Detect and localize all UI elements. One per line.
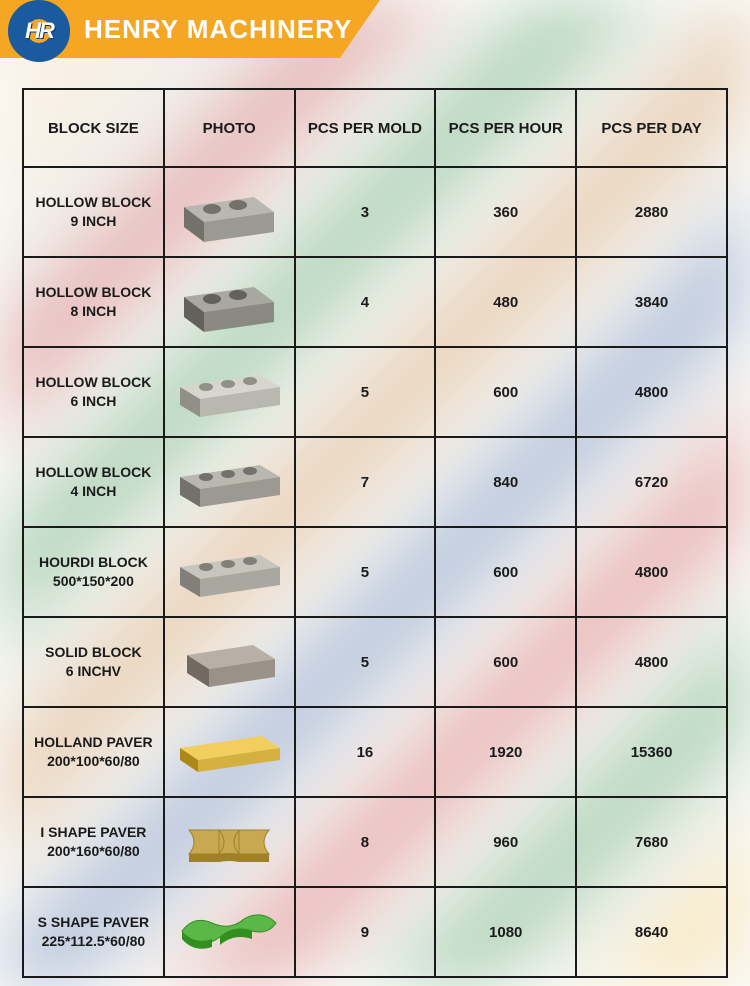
cell-photo <box>164 437 295 527</box>
block-size-line1: HOLLOW BLOCK <box>28 283 159 302</box>
cell-day: 4800 <box>576 347 727 437</box>
block-size-line1: HOLLOW BLOCK <box>28 373 159 392</box>
table-row: S SHAPE PAVER225*112.5*60/80 910808640 <box>23 887 727 977</box>
cell-day: 7680 <box>576 797 727 887</box>
block-size-line2: 8 INCH <box>28 302 159 321</box>
cell-day: 4800 <box>576 617 727 707</box>
cell-day: 4800 <box>576 527 727 617</box>
spec-table-wrap: BLOCK SIZE PHOTO PCS PER MOLD PCS PER HO… <box>22 88 728 978</box>
block-size-line2: 9 INCH <box>28 212 159 231</box>
cell-hour: 960 <box>435 797 576 887</box>
cell-block-size: HOLLOW BLOCK6 INCH <box>23 347 164 437</box>
cell-hour: 1920 <box>435 707 576 797</box>
spec-table: BLOCK SIZE PHOTO PCS PER MOLD PCS PER HO… <box>22 88 728 978</box>
cell-block-size: I SHAPE PAVER200*160*60/80 <box>23 797 164 887</box>
table-row: HOLLOW BLOCK4 INCH 78406720 <box>23 437 727 527</box>
cell-mold: 5 <box>295 347 436 437</box>
logo-badge: HR <box>8 0 70 62</box>
block-size-line2: 500*150*200 <box>28 572 159 591</box>
cell-photo <box>164 797 295 887</box>
cell-hour: 480 <box>435 257 576 347</box>
cell-mold: 16 <box>295 707 436 797</box>
cell-block-size: HOLLOW BLOCK8 INCH <box>23 257 164 347</box>
cell-block-size: HOLLAND PAVER200*100*60/80 <box>23 707 164 797</box>
block-size-line2: 200*100*60/80 <box>28 752 159 771</box>
cell-photo <box>164 617 295 707</box>
block-size-line1: HOLLAND PAVER <box>28 733 159 752</box>
col-header-hour: PCS PER HOUR <box>435 89 576 167</box>
block-size-line2: 225*112.5*60/80 <box>28 932 159 951</box>
cell-block-size: SOLID BLOCK6 INCHV <box>23 617 164 707</box>
col-header-mold: PCS PER MOLD <box>295 89 436 167</box>
cell-photo <box>164 167 295 257</box>
cell-block-size: HOURDI BLOCK500*150*200 <box>23 527 164 617</box>
cell-photo <box>164 707 295 797</box>
cell-hour: 840 <box>435 437 576 527</box>
cell-day: 2880 <box>576 167 727 257</box>
cell-photo <box>164 257 295 347</box>
cell-day: 6720 <box>576 437 727 527</box>
block-size-line1: SOLID BLOCK <box>28 643 159 662</box>
table-row: SOLID BLOCK6 INCHV 56004800 <box>23 617 727 707</box>
table-row: HOURDI BLOCK500*150*200 56004800 <box>23 527 727 617</box>
cell-hour: 600 <box>435 617 576 707</box>
col-header-size: BLOCK SIZE <box>23 89 164 167</box>
cell-block-size: HOLLOW BLOCK9 INCH <box>23 167 164 257</box>
table-row: HOLLOW BLOCK6 INCH 56004800 <box>23 347 727 437</box>
table-header-row: BLOCK SIZE PHOTO PCS PER MOLD PCS PER HO… <box>23 89 727 167</box>
cell-day: 3840 <box>576 257 727 347</box>
block-size-line1: HOURDI BLOCK <box>28 553 159 572</box>
col-header-day: PCS PER DAY <box>576 89 727 167</box>
cell-day: 15360 <box>576 707 727 797</box>
block-size-line2: 6 INCH <box>28 392 159 411</box>
cell-hour: 1080 <box>435 887 576 977</box>
cell-photo <box>164 347 295 437</box>
cell-hour: 600 <box>435 347 576 437</box>
cell-mold: 8 <box>295 797 436 887</box>
cell-photo <box>164 887 295 977</box>
cell-mold: 5 <box>295 527 436 617</box>
cell-mold: 3 <box>295 167 436 257</box>
cell-mold: 5 <box>295 617 436 707</box>
logo-text: HR <box>25 18 53 44</box>
block-size-line1: HOLLOW BLOCK <box>28 193 159 212</box>
cell-block-size: S SHAPE PAVER225*112.5*60/80 <box>23 887 164 977</box>
header: HR HENRY MACHINERY <box>0 0 750 58</box>
block-size-line2: 6 INCHV <box>28 662 159 681</box>
cell-mold: 9 <box>295 887 436 977</box>
cell-hour: 360 <box>435 167 576 257</box>
block-size-line1: HOLLOW BLOCK <box>28 463 159 482</box>
block-size-line2: 4 INCH <box>28 482 159 501</box>
col-header-photo: PHOTO <box>164 89 295 167</box>
table-row: HOLLAND PAVER200*100*60/80 16192015360 <box>23 707 727 797</box>
table-row: HOLLOW BLOCK9 INCH 33602880 <box>23 167 727 257</box>
cell-photo <box>164 527 295 617</box>
cell-day: 8640 <box>576 887 727 977</box>
cell-hour: 600 <box>435 527 576 617</box>
cell-mold: 7 <box>295 437 436 527</box>
block-size-line1: I SHAPE PAVER <box>28 823 159 842</box>
block-size-line1: S SHAPE PAVER <box>28 913 159 932</box>
cell-mold: 4 <box>295 257 436 347</box>
table-row: HOLLOW BLOCK8 INCH 44803840 <box>23 257 727 347</box>
cell-block-size: HOLLOW BLOCK4 INCH <box>23 437 164 527</box>
brand-title: HENRY MACHINERY <box>84 14 352 45</box>
table-row: I SHAPE PAVER200*160*60/80 89607680 <box>23 797 727 887</box>
block-size-line2: 200*160*60/80 <box>28 842 159 861</box>
